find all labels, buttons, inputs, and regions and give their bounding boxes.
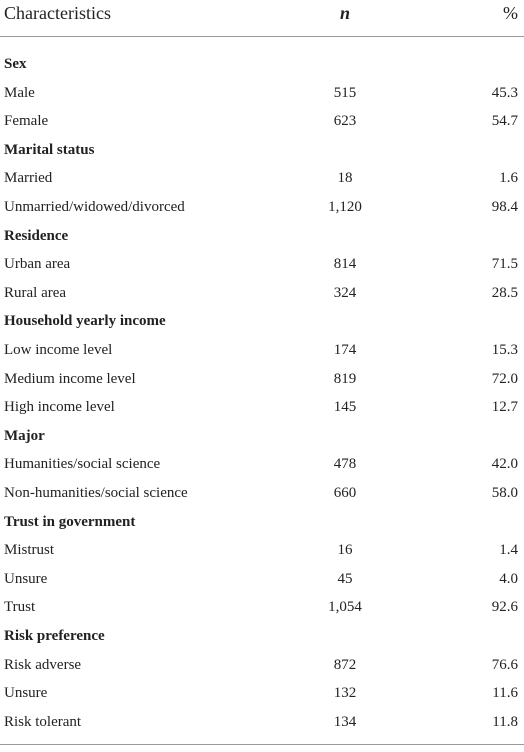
row-n: 132 [333,685,357,702]
row-n: 819 [333,370,357,387]
row-pct: 4.0 [499,570,518,587]
row-pct: 45.3 [491,84,518,101]
rule [0,744,524,745]
row-pct: 11.8 [492,713,518,730]
row-pct: 1.6 [499,170,518,187]
row-n: 660 [333,485,357,501]
row-label: Unsure [4,685,48,702]
row-n: 814 [333,256,357,273]
row-pct: 92.6 [491,599,518,616]
row-pct: 15.3 [491,342,518,358]
row-n: 623 [333,113,357,130]
header-label: Characteristics [4,3,111,23]
row-n: 1,054 [328,599,362,616]
row-pct: 76.6 [491,656,518,673]
row-pct: 72.0 [491,370,518,387]
row-label: Urban area [4,256,71,273]
row-pct: 42.0 [491,456,518,473]
section-label: Sex [4,56,27,72]
row-n: 515 [333,84,357,101]
row-label: Mistrust [4,542,55,559]
row-pct: 11.6 [492,685,518,702]
row-label: Rural area [4,284,67,301]
row-n: 174 [333,342,357,358]
row-label: Unsure [4,570,48,587]
row-label: Risk tolerant [4,713,82,730]
row-label: Unmarried/widowed/divorced [4,199,185,215]
row-n: 18 [337,170,353,187]
row-pct: 1.4 [499,542,518,559]
row-n: 145 [333,399,357,416]
row-n: 324 [333,284,357,301]
row-pct: 58.0 [491,485,518,501]
row-n: 478 [333,456,357,473]
row-n: 872 [333,656,357,673]
header-n: n [339,3,350,23]
section-label: Residence [4,227,69,244]
section-label: Risk preference [4,628,105,644]
row-label: High income level [4,399,115,416]
row-n: 134 [333,713,357,730]
row-label: Male [4,84,35,101]
row-label: Medium income level [4,370,136,387]
row-pct: 54.7 [491,113,518,130]
rule [0,36,524,37]
row-pct: 12.7 [491,399,518,416]
row-label: Low income level [4,342,113,358]
section-label: Major [4,427,45,444]
row-label: Humanities/social science [4,456,161,473]
row-label: Non-humanities/social science [4,485,188,501]
row-n: 16 [337,542,353,559]
section-label: Trust in government [4,513,136,530]
section-label: Household yearly income [4,313,166,330]
header-pct: % [503,3,518,23]
row-pct: 28.5 [491,284,518,301]
row-label: Risk adverse [4,656,82,673]
row-pct: 98.4 [491,199,518,215]
row-label: Married [4,170,53,187]
row-label: Trust [4,599,36,616]
section-label: Marital status [4,141,95,158]
row-pct: 71.5 [491,256,518,273]
row-n: 1,120 [328,199,362,215]
row-n: 45 [337,570,353,587]
row-label: Female [4,113,49,130]
